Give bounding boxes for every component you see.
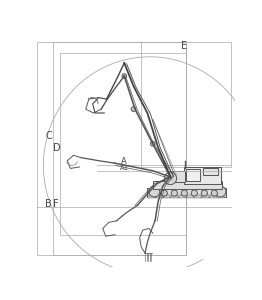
Circle shape	[201, 190, 208, 196]
Bar	[194, 195, 201, 198]
Circle shape	[167, 174, 173, 180]
Bar	[148, 195, 155, 198]
Bar	[184, 167, 221, 184]
Bar	[147, 188, 226, 197]
Bar	[217, 195, 224, 198]
Text: E: E	[181, 41, 187, 51]
Circle shape	[150, 142, 155, 146]
Text: F: F	[53, 199, 58, 209]
Circle shape	[149, 186, 160, 197]
Bar	[168, 171, 185, 182]
Bar	[186, 169, 200, 181]
Text: B: B	[45, 199, 51, 209]
Text: A1: A1	[120, 165, 129, 171]
Bar	[37, 42, 186, 256]
Circle shape	[161, 190, 167, 196]
Bar	[59, 53, 186, 235]
Circle shape	[171, 190, 177, 196]
Bar	[203, 168, 218, 175]
Text: D: D	[53, 143, 60, 153]
Circle shape	[211, 190, 217, 196]
Text: A: A	[121, 157, 127, 166]
Bar	[163, 195, 171, 198]
Circle shape	[181, 190, 187, 196]
Circle shape	[164, 172, 177, 184]
Bar	[202, 195, 209, 198]
Bar	[171, 195, 178, 198]
Circle shape	[122, 74, 127, 78]
Circle shape	[131, 107, 136, 112]
Bar	[156, 195, 163, 198]
Bar	[141, 42, 231, 167]
Circle shape	[215, 186, 226, 197]
Circle shape	[191, 190, 197, 196]
Bar	[210, 195, 217, 198]
Bar	[53, 42, 186, 256]
Bar	[187, 195, 194, 198]
Text: C: C	[45, 131, 52, 141]
Bar	[179, 195, 186, 198]
Bar	[153, 181, 222, 189]
